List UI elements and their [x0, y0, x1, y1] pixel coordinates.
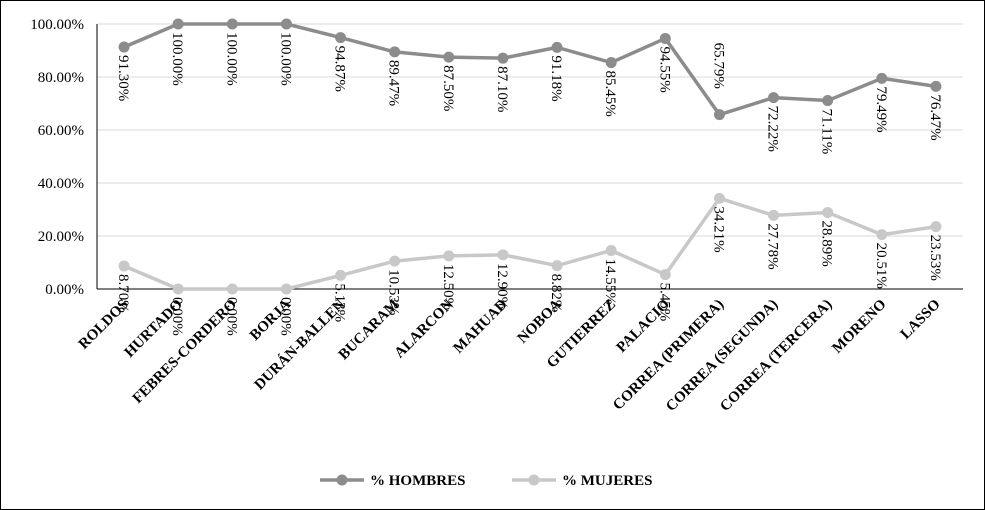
- data-label: 91.30%: [115, 55, 131, 101]
- data-label: 34.21%: [710, 206, 726, 252]
- x-tick-label: LASSO: [898, 297, 944, 343]
- data-point: [118, 41, 130, 53]
- data-point: [605, 57, 617, 69]
- data-point: [713, 192, 725, 204]
- y-tick-label: 20.00%: [38, 229, 84, 245]
- data-label: 12.90%: [494, 263, 510, 309]
- y-tick-label: 60.00%: [38, 123, 84, 139]
- data-point: [443, 51, 455, 63]
- data-label: 5.45%: [656, 283, 672, 322]
- data-point: [335, 32, 347, 44]
- data-labels: 91.30% 100.00% 100.00% 100.00% 94.87% 89.47% 8…: [115, 32, 943, 336]
- y-tick-label: 0.00%: [45, 282, 84, 298]
- data-point: [768, 92, 780, 104]
- data-point: [280, 283, 292, 295]
- data-label: 71.11%: [819, 109, 835, 155]
- data-point: [876, 72, 888, 84]
- data-point: [443, 250, 455, 262]
- y-tick-label: 40.00%: [38, 176, 84, 192]
- data-label: 94.55%: [656, 46, 672, 92]
- data-point: [930, 80, 942, 92]
- data-point: [713, 109, 725, 121]
- data-point: [768, 209, 780, 221]
- data-point: [389, 46, 401, 58]
- data-label: 76.47%: [927, 94, 943, 140]
- data-point: [659, 32, 671, 44]
- data-point: [659, 269, 671, 281]
- data-label: 94.87%: [332, 46, 348, 92]
- x-tick-label: MORENO: [829, 297, 889, 357]
- data-point: [822, 206, 834, 218]
- legend-marker: [336, 474, 348, 486]
- data-label: 0.00%: [169, 297, 185, 336]
- data-point: [172, 18, 184, 30]
- series-line-mujeres: [123, 196, 937, 291]
- data-label: 79.49%: [873, 86, 889, 132]
- legend-marker: [528, 474, 540, 486]
- data-label: 65.79%: [710, 43, 726, 89]
- data-point: [226, 283, 238, 295]
- data-label: 87.10%: [494, 66, 510, 112]
- legend: % HOMBRES % MUJERES: [320, 473, 652, 489]
- series: [118, 18, 942, 295]
- data-point: [497, 52, 509, 64]
- data-point: [930, 221, 942, 233]
- data-point: [605, 244, 617, 256]
- data-point: [172, 283, 184, 295]
- data-label: 72.22%: [765, 106, 781, 152]
- y-tick-label: 100.00%: [30, 17, 84, 33]
- data-point: [389, 255, 401, 267]
- y-tick-label: 80.00%: [38, 70, 84, 86]
- data-point: [118, 260, 130, 272]
- data-label: 23.53%: [927, 235, 943, 281]
- data-point: [822, 95, 834, 107]
- y-axis: 0.00% 20.00% 40.00% 60.00% 80.00% 100.00%: [30, 17, 98, 298]
- data-label: 12.50%: [440, 264, 456, 310]
- data-point: [551, 260, 563, 272]
- x-tick-label: CORREA (SEGUNDA): [663, 297, 781, 415]
- data-label: 0.00%: [223, 297, 239, 336]
- data-label: 10.53%: [386, 269, 402, 315]
- data-label: 100.00%: [277, 32, 293, 86]
- data-label: 8.82%: [548, 274, 564, 313]
- series-line-hombres: [123, 22, 937, 117]
- data-label: 91.18%: [548, 55, 564, 101]
- data-label: 87.50%: [440, 65, 456, 111]
- data-label: 20.51%: [873, 243, 889, 289]
- data-point: [280, 18, 292, 30]
- data-label: 85.45%: [602, 71, 618, 117]
- data-label: 14.55%: [602, 258, 618, 304]
- data-point: [226, 18, 238, 30]
- data-label: 100.00%: [223, 32, 239, 86]
- data-point: [335, 269, 347, 281]
- data-label: 5.13%: [332, 283, 348, 322]
- data-label: 27.78%: [765, 223, 781, 269]
- data-point: [497, 249, 509, 261]
- data-label: 89.47%: [386, 60, 402, 106]
- data-label: 0.00%: [277, 297, 293, 336]
- legend-label: % MUJERES: [562, 473, 652, 489]
- data-label: 8.70%: [115, 274, 131, 313]
- x-tick-label: CORREA (TERCERA): [717, 297, 835, 415]
- data-label: 28.89%: [819, 220, 835, 266]
- data-point: [551, 41, 563, 53]
- data-point: [876, 229, 888, 241]
- legend-label: % HOMBRES: [370, 473, 465, 489]
- data-label: 100.00%: [169, 32, 185, 86]
